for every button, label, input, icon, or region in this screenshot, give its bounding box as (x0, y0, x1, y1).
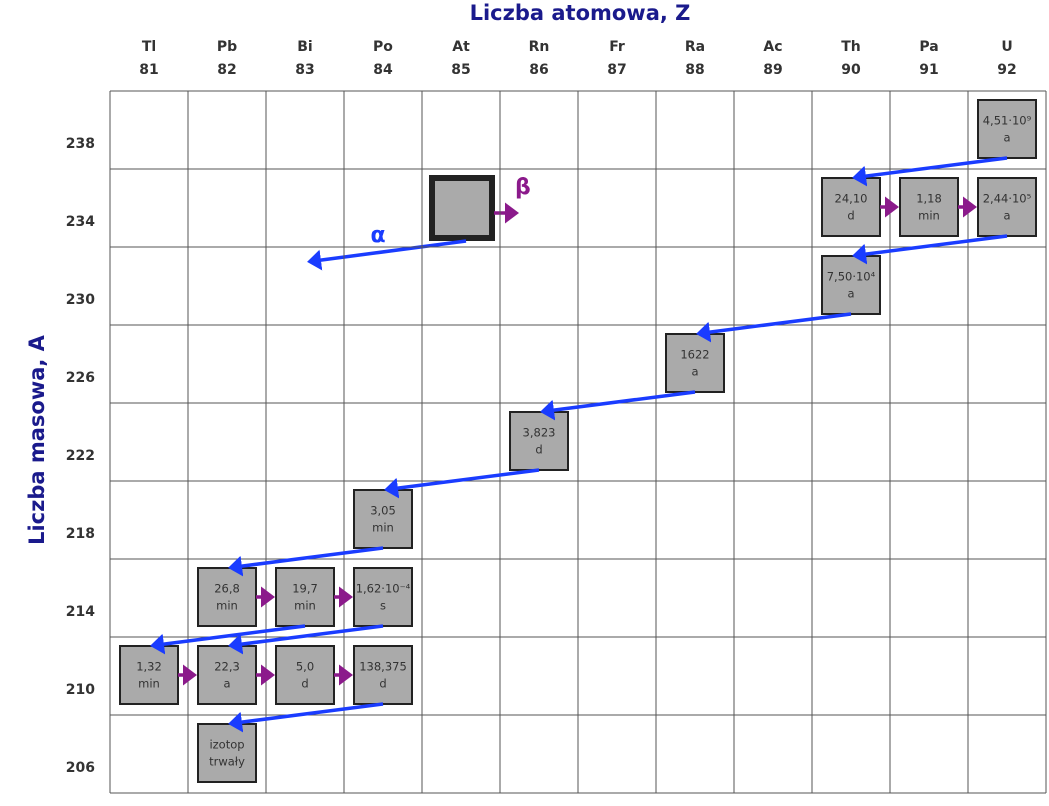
x-axis-title: Liczba atomowa, Z (470, 1, 691, 25)
nuclide-text: a (1003, 131, 1010, 145)
nuclide-text: min (918, 209, 940, 223)
alpha-arrow (384, 468, 540, 499)
nuclide-text: d (301, 677, 308, 691)
alpha-arrow (150, 624, 306, 655)
nuclide-text: a (847, 287, 854, 301)
nuclide-box (821, 177, 881, 237)
nuclide-text: s (380, 599, 386, 613)
nuclide-text: 3,05 (370, 504, 396, 518)
nuclide-text: 1622 (680, 348, 709, 362)
nuclide-text: 7,50·10⁴ (827, 270, 876, 284)
nuclide-box (275, 567, 335, 627)
row-label: 214 (66, 604, 95, 620)
column-z: 86 (529, 62, 548, 78)
row-label: 234 (66, 214, 95, 230)
column-symbol: U (1001, 39, 1012, 55)
nuclide-text: 19,7 (292, 582, 318, 596)
legend-beta: β (515, 175, 531, 200)
nuclide-text: 1,32 (136, 660, 162, 674)
nuclide-text: min (372, 521, 394, 535)
nuclide-box (821, 255, 881, 315)
nuclide-text: d (379, 677, 386, 691)
row-label: 210 (66, 682, 95, 698)
alpha-arrow (228, 624, 384, 655)
nuclide-text: d (847, 209, 854, 223)
nuclide-box (353, 567, 413, 627)
column-z: 84 (373, 62, 393, 78)
alpha-arrow (852, 234, 1008, 265)
nuclide-text: min (138, 677, 160, 691)
legend-alpha-arrow (307, 239, 467, 271)
nuclide-box (665, 333, 725, 393)
row-label: 206 (66, 760, 95, 776)
column-symbol: Pa (919, 39, 938, 55)
nuclide-text: 4,51·10⁹ (983, 114, 1032, 128)
nuclide-text: a (223, 677, 230, 691)
nuclide-text: 1,18 (916, 192, 942, 206)
nuclide-text: 5,0 (296, 660, 314, 674)
column-z: 90 (841, 62, 861, 78)
column-z: 92 (997, 62, 1016, 78)
nuclide-box (275, 645, 335, 705)
column-symbol: Th (841, 39, 861, 55)
row-label: 218 (66, 526, 95, 542)
nuclide-text: trwały (209, 755, 245, 769)
column-symbol: Fr (609, 39, 625, 55)
row-label: 222 (66, 448, 95, 464)
nuclide-box (119, 645, 179, 705)
column-z: 87 (607, 62, 626, 78)
column-symbol: Pb (217, 39, 237, 55)
column-symbol: Ra (685, 39, 705, 55)
nuclide-text: 26,8 (214, 582, 240, 596)
nuclide-box (899, 177, 959, 237)
column-symbol: At (452, 39, 470, 55)
nuclide-text: 3,823 (523, 426, 556, 440)
row-label: 226 (66, 370, 95, 386)
y-axis-title: Liczba masowa, A (25, 334, 49, 545)
nuclide-box (197, 567, 257, 627)
nuclide-box (977, 177, 1037, 237)
column-z: 88 (685, 62, 704, 78)
column-z: 91 (919, 62, 938, 78)
column-z: 82 (217, 62, 236, 78)
nuclide-text: izotop (209, 738, 244, 752)
column-z: 85 (451, 62, 470, 78)
column-z: 83 (295, 62, 314, 78)
alpha-arrow (228, 702, 384, 733)
nuclide-text: a (691, 365, 698, 379)
alpha-arrow (540, 390, 696, 421)
column-symbol: Ac (763, 39, 782, 55)
nuclide-box (977, 99, 1037, 159)
nuclide-box (509, 411, 569, 471)
nuclide-text: d (535, 443, 542, 457)
nuclide-box (197, 645, 257, 705)
alpha-arrow (852, 156, 1008, 187)
nuclide-text: 24,10 (835, 192, 868, 206)
alpha-arrow (228, 546, 384, 577)
nuclide-text: a (1003, 209, 1010, 223)
row-label: 230 (66, 292, 95, 308)
legend-alpha: α (370, 223, 385, 248)
nuclide-box (353, 489, 413, 549)
nuclide-text: 22,3 (214, 660, 240, 674)
row-label: 238 (66, 136, 95, 152)
column-symbol: Po (373, 39, 393, 55)
nuclide-text: min (216, 599, 238, 613)
column-symbol: Tl (142, 39, 156, 55)
nuclide-text: 138,375 (359, 660, 407, 674)
nuclide-text: min (294, 599, 316, 613)
column-symbol: Bi (297, 39, 312, 55)
column-z: 81 (139, 62, 158, 78)
alpha-arrow (696, 312, 852, 343)
nuclide-text: 2,44·10⁵ (983, 192, 1032, 206)
nuclide-box (353, 645, 413, 705)
legend-box (429, 175, 495, 241)
nuclide-box (197, 723, 257, 783)
column-symbol: Rn (529, 39, 550, 55)
nuclide-text: 1,62·10⁻⁴ (356, 582, 411, 596)
column-z: 89 (763, 62, 782, 78)
